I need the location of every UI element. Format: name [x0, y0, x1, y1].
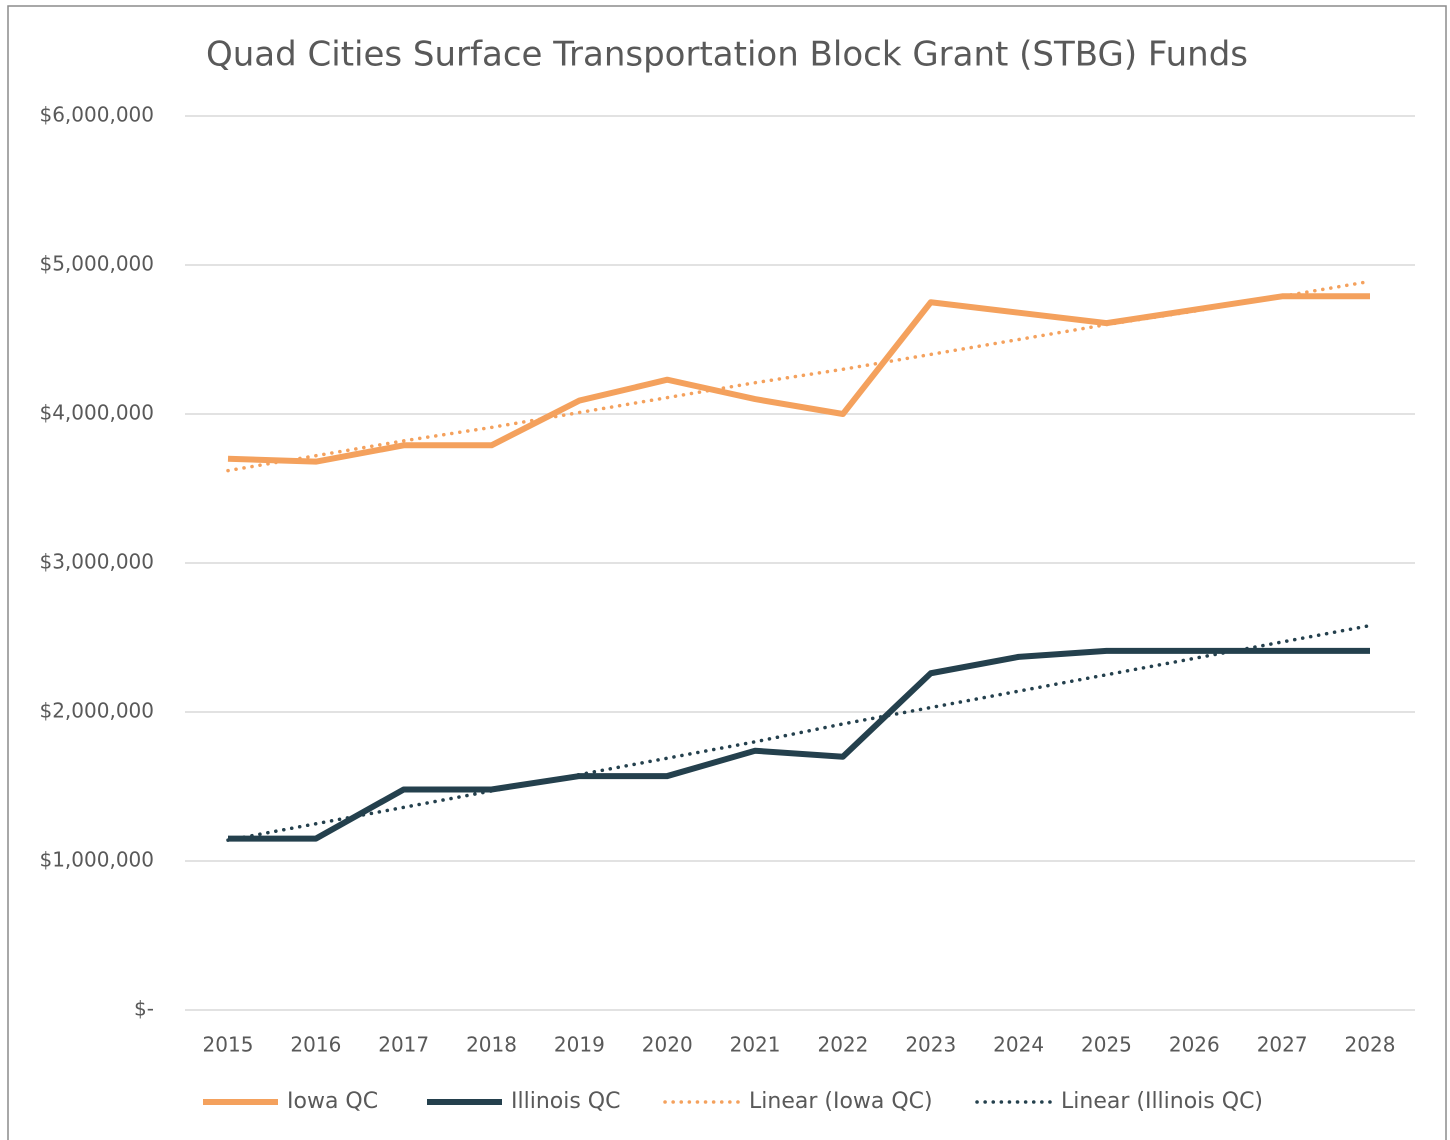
chart-title: Quad Cities Surface Transportation Block…: [206, 35, 1248, 75]
series-line: [228, 647, 1370, 842]
chart-frame: [7, 5, 1447, 1140]
x-tick-label: 2018: [466, 1033, 517, 1057]
x-tick-label: 2015: [203, 1033, 254, 1057]
x-tick-label: 2016: [290, 1033, 341, 1057]
legend-label: Linear (Iowa QC): [749, 1089, 933, 1114]
legend-label: Illinois QC: [511, 1089, 620, 1114]
y-tick-label: $1,000,000: [39, 848, 154, 872]
x-tick-label: 2026: [1169, 1033, 1220, 1057]
legend-label: Linear (Illinois QC): [1061, 1089, 1263, 1114]
x-tick-label: 2024: [993, 1033, 1044, 1057]
x-tick-label: 2023: [905, 1033, 956, 1057]
x-tick-label: 2027: [1257, 1033, 1308, 1057]
y-tick-label: $5,000,000: [39, 252, 154, 276]
x-tick-label: 2025: [1081, 1033, 1132, 1057]
x-tick-label: 2020: [642, 1033, 693, 1057]
legend-label: Iowa QC: [287, 1089, 378, 1114]
y-tick-label: $6,000,000: [39, 103, 154, 127]
x-tick-label: 2017: [378, 1033, 429, 1057]
y-tick-label: $4,000,000: [39, 401, 154, 425]
x-tick-label: 2021: [730, 1033, 781, 1057]
x-tick-label: 2022: [817, 1033, 868, 1057]
x-tick-label: 2019: [554, 1033, 605, 1057]
y-tick-label: $2,000,000: [39, 699, 154, 723]
y-tick-label: $3,000,000: [39, 550, 154, 574]
series-line: [227, 293, 1370, 465]
y-tick-label: $-: [134, 997, 154, 1021]
x-tick-label: 2028: [1345, 1033, 1396, 1057]
trend-line: [226, 623, 1372, 842]
